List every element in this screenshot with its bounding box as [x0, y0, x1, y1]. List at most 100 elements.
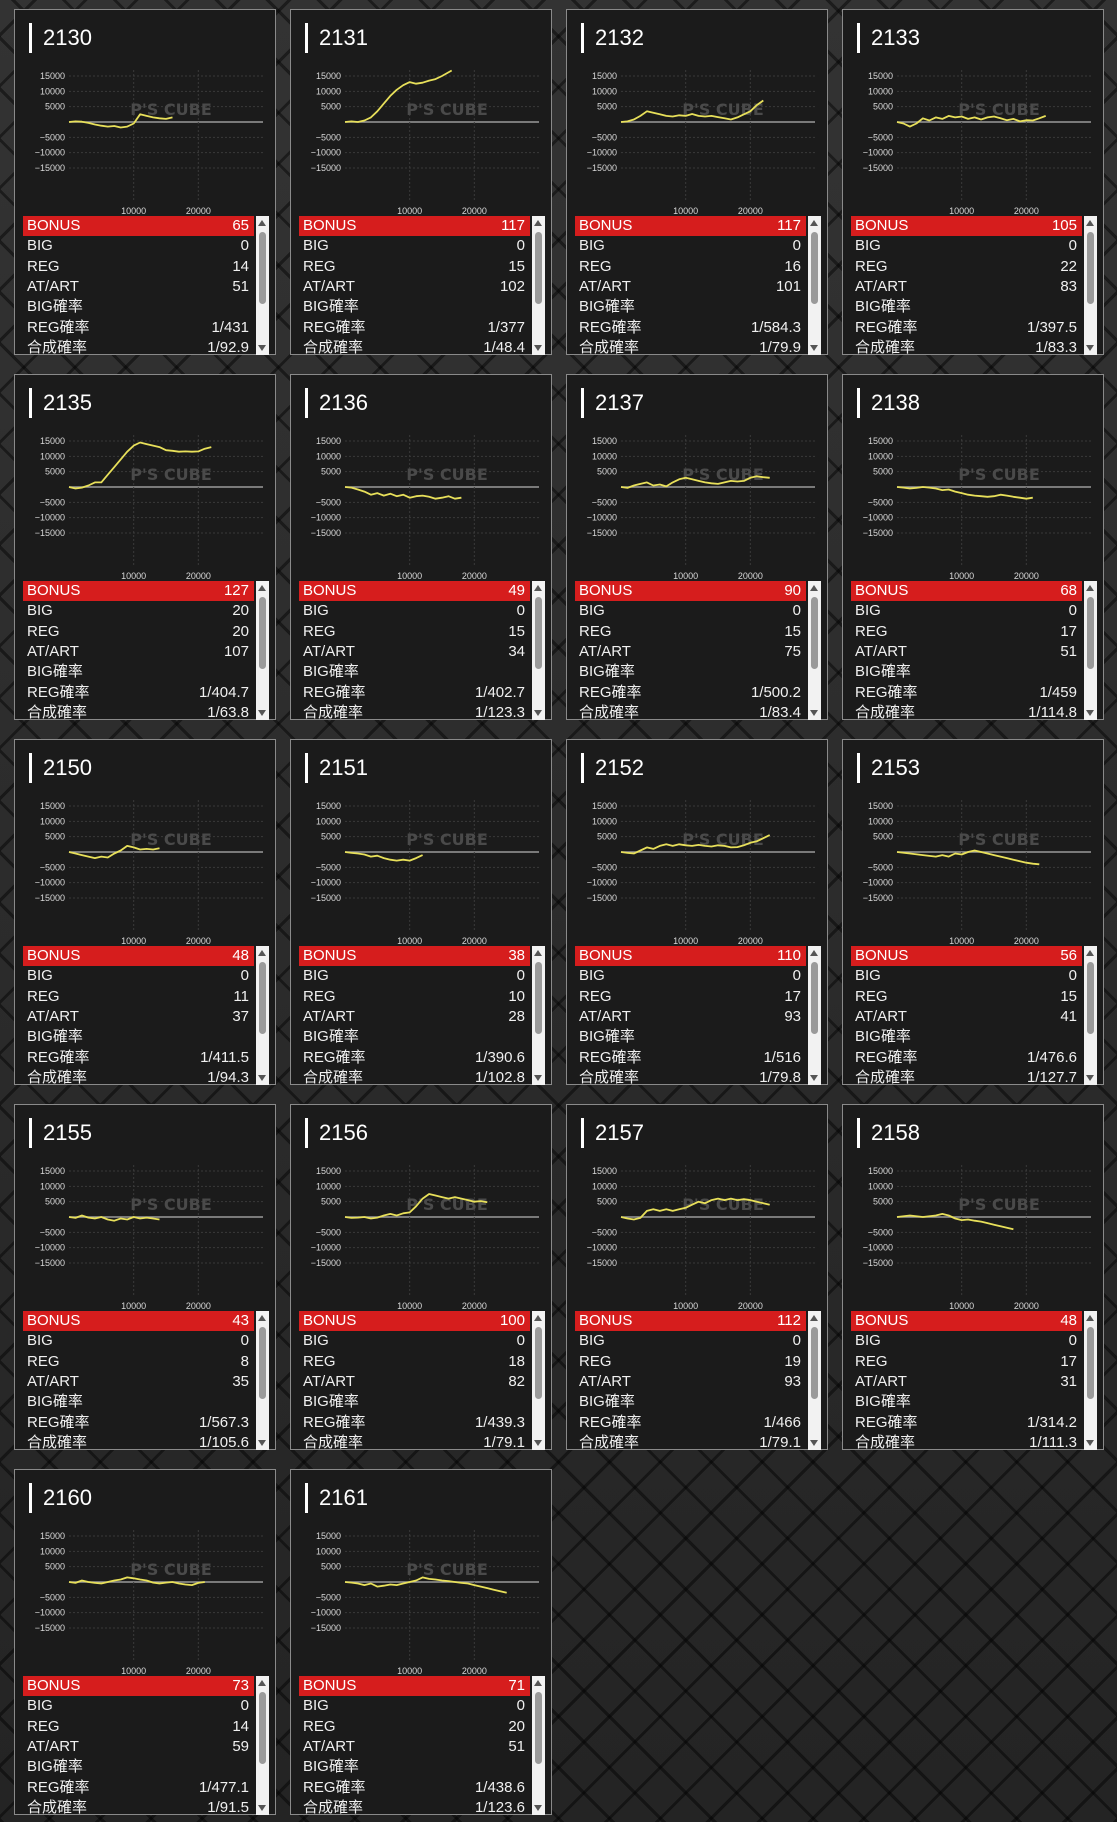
scroll-down-icon[interactable]: [810, 710, 818, 716]
scroll-thumb[interactable]: [535, 1327, 542, 1399]
scroll-up-icon[interactable]: [1086, 220, 1094, 226]
scroll-thumb[interactable]: [811, 1327, 818, 1399]
scroll-thumb[interactable]: [1087, 962, 1094, 1034]
machine-card[interactable]: 2152 15000 10000 5000 −5000 −10000 −15000 10000…: [566, 739, 828, 1086]
stat-value: 18: [508, 1352, 525, 1370]
scroll-down-icon[interactable]: [258, 1805, 266, 1811]
stats-scrollbar[interactable]: [532, 581, 545, 720]
scroll-thumb[interactable]: [259, 1692, 266, 1764]
machine-card[interactable]: 2135 15000 10000 5000 −5000 −10000 −15000 10000…: [14, 374, 276, 721]
scroll-thumb[interactable]: [535, 597, 542, 669]
stat-row-bonus: BONUS 100: [299, 1311, 530, 1331]
machine-card[interactable]: 2137 15000 10000 5000 −5000 −10000 −15000 10000…: [566, 374, 828, 721]
stats-scrollbar[interactable]: [256, 216, 269, 355]
machine-card[interactable]: 2136 15000 10000 5000 −5000 −10000 −15000 10000…: [290, 374, 552, 721]
stats-scrollbar[interactable]: [808, 216, 821, 355]
machine-card[interactable]: 2131 15000 10000 5000 −5000 −10000 −15000 10000…: [290, 9, 552, 356]
machine-card[interactable]: 2133 15000 10000 5000 −5000 −10000 −15000 10000…: [842, 9, 1104, 356]
stats-scrollbar[interactable]: [808, 946, 821, 1085]
machine-card[interactable]: 2161 15000 10000 5000 −5000 −10000 −15000 10000…: [290, 1469, 552, 1816]
stat-label: BIG: [303, 1697, 329, 1715]
scroll-up-icon[interactable]: [258, 950, 266, 956]
scroll-thumb[interactable]: [259, 597, 266, 669]
scroll-down-icon[interactable]: [534, 1805, 542, 1811]
scroll-up-icon[interactable]: [534, 950, 542, 956]
machine-card[interactable]: 2160 15000 10000 5000 −5000 −10000 −15000 10000…: [14, 1469, 276, 1816]
machine-card[interactable]: 2156 15000 10000 5000 −5000 −10000 −15000 10000…: [290, 1104, 552, 1451]
stats-scrollbar[interactable]: [256, 1311, 269, 1450]
scroll-thumb[interactable]: [535, 232, 542, 304]
scroll-thumb[interactable]: [259, 232, 266, 304]
stats-scrollbar[interactable]: [1084, 216, 1097, 355]
machine-card[interactable]: 2158 15000 10000 5000 −5000 −10000 −15000 10000…: [842, 1104, 1104, 1451]
scroll-thumb[interactable]: [1087, 1327, 1094, 1399]
stat-label: REG確率: [303, 318, 366, 336]
payout-line: [344, 486, 462, 500]
scroll-up-icon[interactable]: [258, 1680, 266, 1686]
scroll-up-icon[interactable]: [534, 1680, 542, 1686]
stats-scrollbar[interactable]: [256, 581, 269, 720]
scroll-thumb[interactable]: [259, 1327, 266, 1399]
scroll-up-icon[interactable]: [1086, 585, 1094, 591]
scroll-up-icon[interactable]: [1086, 950, 1094, 956]
scroll-up-icon[interactable]: [534, 1315, 542, 1321]
scroll-up-icon[interactable]: [534, 585, 542, 591]
scroll-down-icon[interactable]: [1086, 1075, 1094, 1081]
stats-scrollbar[interactable]: [1084, 946, 1097, 1085]
scroll-thumb[interactable]: [811, 962, 818, 1034]
stat-row-big: BIG 0: [23, 236, 254, 256]
scroll-down-icon[interactable]: [534, 1075, 542, 1081]
stats-scrollbar[interactable]: [532, 216, 545, 355]
scroll-down-icon[interactable]: [534, 345, 542, 351]
scroll-thumb[interactable]: [1087, 597, 1094, 669]
stats-scrollbar[interactable]: [808, 1311, 821, 1450]
scroll-down-icon[interactable]: [810, 1075, 818, 1081]
stats-scrollbar[interactable]: [532, 1311, 545, 1450]
scroll-up-icon[interactable]: [810, 1315, 818, 1321]
scroll-down-icon[interactable]: [810, 1440, 818, 1446]
scroll-thumb[interactable]: [535, 1692, 542, 1764]
stat-value: 0: [516, 1332, 525, 1350]
machine-card[interactable]: 2130 15000 10000 5000 −5000 −10000 −15000 10000…: [14, 9, 276, 356]
scroll-down-icon[interactable]: [258, 1440, 266, 1446]
scroll-down-icon[interactable]: [534, 710, 542, 716]
stats-scrollbar[interactable]: [532, 1676, 545, 1815]
machine-card[interactable]: 2132 15000 10000 5000 −5000 −10000 −15000 10000…: [566, 9, 828, 356]
machine-card[interactable]: 2150 15000 10000 5000 −5000 −10000 −15000 10000…: [14, 739, 276, 1086]
scroll-up-icon[interactable]: [534, 220, 542, 226]
stat-row-big-prob: BIG確率: [575, 1392, 806, 1412]
scroll-up-icon[interactable]: [1086, 1315, 1094, 1321]
stats-scrollbar[interactable]: [1084, 1311, 1097, 1450]
machine-card[interactable]: 2155 15000 10000 5000 −5000 −10000 −15000 10000…: [14, 1104, 276, 1451]
stat-label: REG確率: [303, 1048, 366, 1066]
stats-scrollbar[interactable]: [256, 946, 269, 1085]
machine-card[interactable]: 2151 15000 10000 5000 −5000 −10000 −15000 10000…: [290, 739, 552, 1086]
stats-scrollbar[interactable]: [532, 946, 545, 1085]
scroll-up-icon[interactable]: [810, 220, 818, 226]
machine-card[interactable]: 2157 15000 10000 5000 −5000 −10000 −15000 10000…: [566, 1104, 828, 1451]
stats-scrollbar[interactable]: [1084, 581, 1097, 720]
scroll-down-icon[interactable]: [810, 345, 818, 351]
scroll-thumb[interactable]: [535, 962, 542, 1034]
scroll-up-icon[interactable]: [258, 220, 266, 226]
machine-card[interactable]: 2153 15000 10000 5000 −5000 −10000 −15000 10000…: [842, 739, 1104, 1086]
scroll-down-icon[interactable]: [258, 1075, 266, 1081]
machine-card[interactable]: 2138 15000 10000 5000 −5000 −10000 −15000 10000…: [842, 374, 1104, 721]
scroll-thumb[interactable]: [811, 597, 818, 669]
scroll-down-icon[interactable]: [1086, 710, 1094, 716]
scroll-thumb[interactable]: [811, 232, 818, 304]
scroll-up-icon[interactable]: [810, 950, 818, 956]
stats-scrollbar[interactable]: [256, 1676, 269, 1815]
scroll-thumb[interactable]: [1087, 232, 1094, 304]
stats-scrollbar[interactable]: [808, 581, 821, 720]
stat-value: 0: [240, 967, 249, 985]
scroll-up-icon[interactable]: [258, 1315, 266, 1321]
scroll-thumb[interactable]: [259, 962, 266, 1034]
scroll-up-icon[interactable]: [810, 585, 818, 591]
scroll-down-icon[interactable]: [534, 1440, 542, 1446]
scroll-down-icon[interactable]: [258, 345, 266, 351]
scroll-down-icon[interactable]: [1086, 345, 1094, 351]
scroll-down-icon[interactable]: [258, 710, 266, 716]
scroll-down-icon[interactable]: [1086, 1440, 1094, 1446]
scroll-up-icon[interactable]: [258, 585, 266, 591]
